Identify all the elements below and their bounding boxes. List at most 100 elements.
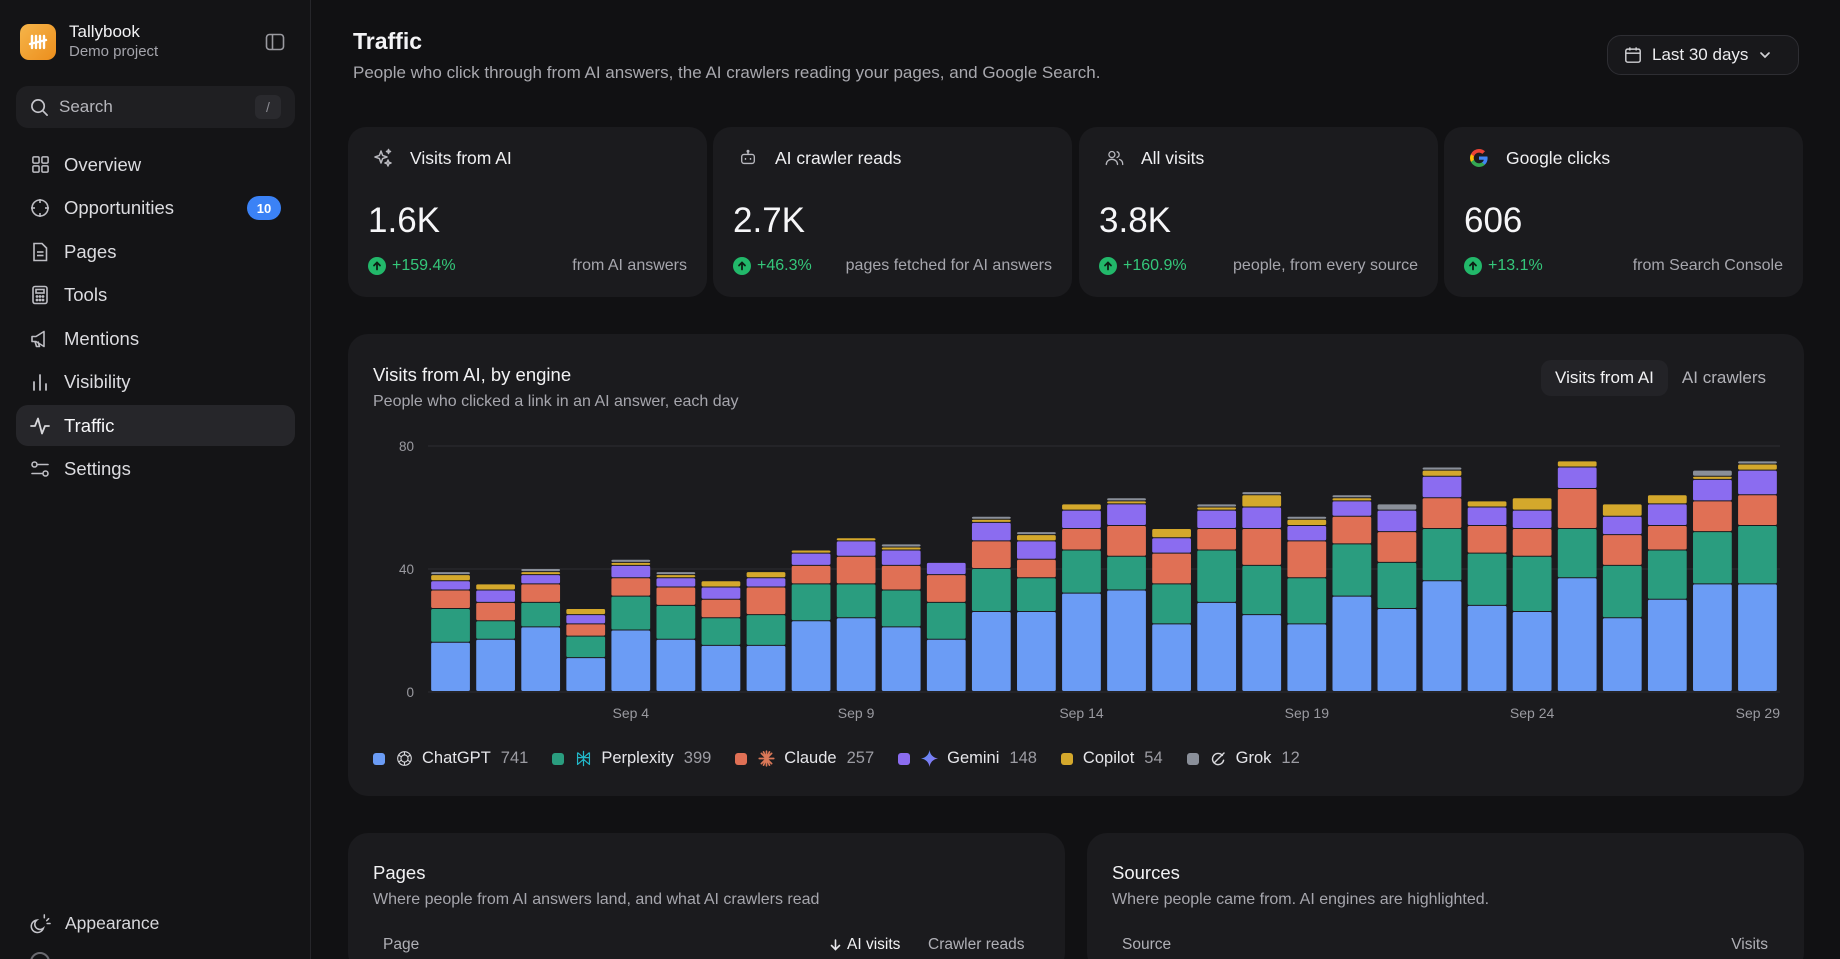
chart-title: Visits from AI, by engine (373, 364, 572, 385)
bar-segment-claude (431, 590, 470, 608)
bar-segment-perplexity (1332, 544, 1372, 596)
bar-segment-gemini (701, 587, 741, 599)
column-header-visits[interactable]: Visits (1731, 936, 1768, 953)
sidebar-item-pages[interactable]: Pages (16, 231, 295, 272)
x-tick-label: Sep 4 (613, 705, 650, 721)
column-header-source[interactable]: Source (1122, 936, 1172, 953)
column-header-ai-visits[interactable]: AI visits (830, 936, 900, 954)
tab-ai-crawlers[interactable]: AI crawlers (1681, 368, 1766, 387)
chevron-down-icon (1758, 48, 1772, 62)
account-avatar[interactable] (30, 952, 50, 959)
project-switcher[interactable]: Tallybook Demo project (20, 22, 158, 62)
bar-segment-claude (881, 565, 921, 590)
kpi-card-crawler-reads: AI crawler reads 2.7K +46.3% pages fetch… (713, 127, 1072, 297)
bar-segment-claude (1062, 529, 1101, 550)
bar-segment-grok (971, 516, 1011, 519)
bar-segment-gemini (431, 581, 470, 590)
legend-item-gemini[interactable]: Gemini 148 (898, 749, 1037, 768)
pages-subtitle: Where people from AI answers land, and w… (373, 891, 820, 908)
bar-segment-chatgpt (1693, 584, 1732, 692)
appearance-button[interactable]: Appearance (30, 913, 159, 934)
gemini-icon (920, 750, 938, 768)
bar-segment-claude (746, 587, 786, 615)
google-icon (1468, 147, 1490, 169)
bar-segment-gemini (1557, 467, 1597, 489)
bar-segment-chatgpt (1287, 624, 1327, 691)
sidebar-item-overview[interactable]: Overview (16, 144, 295, 185)
tab-visits-from-ai[interactable]: Visits from AI (1541, 360, 1668, 396)
bar-segment-grok (1107, 498, 1146, 501)
bar-segment-gemini (1467, 507, 1507, 525)
bar-segment-chatgpt (1197, 602, 1237, 691)
bar-segment-perplexity (521, 602, 561, 627)
x-tick-label: Sep 9 (838, 705, 875, 721)
bar-segment-claude (1287, 541, 1327, 578)
bar-segment-chatgpt (1062, 593, 1101, 691)
legend-item-perplexity[interactable]: Perplexity 399 (552, 749, 711, 768)
kpi-card-ai-visits: Visits from AI 1.6K +159.4% from AI answ… (348, 127, 707, 297)
sidebar-item-visibility[interactable]: Visibility (16, 362, 295, 403)
bar-segment-gemini (656, 578, 696, 587)
bar-segment-copilot (476, 584, 515, 590)
bar-segment-chatgpt (431, 642, 470, 691)
opportunities-count-badge: 10 (247, 196, 281, 220)
sidebar-item-label: Visibility (64, 371, 131, 392)
bar-segment-chatgpt (1512, 612, 1552, 691)
kpi-delta: +159.4% (392, 257, 456, 274)
bar-segment-grok (611, 559, 651, 562)
chart-subtitle: People who clicked a link in an AI answe… (373, 393, 739, 410)
legend-name: ChatGPT (422, 749, 491, 767)
bar-segment-copilot (881, 547, 921, 550)
sidebar-item-tools[interactable]: Tools (16, 275, 295, 316)
kpi-note: from AI answers (572, 257, 687, 274)
legend-name: Gemini (947, 749, 1000, 767)
pages-title: Pages (373, 862, 426, 883)
sidebar-toggle-icon[interactable] (262, 30, 288, 54)
bar-segment-grok (1422, 467, 1462, 470)
sidebar-item-label: Mentions (64, 327, 140, 349)
bar-segment-gemini (1062, 510, 1101, 529)
legend-item-claude[interactable]: Claude 257 (735, 749, 874, 768)
legend-item-grok[interactable]: Grok 12 (1186, 749, 1300, 768)
page-title: Traffic (353, 28, 423, 54)
sidebar-item-traffic[interactable]: Traffic (16, 405, 295, 446)
bar-segment-perplexity (971, 569, 1011, 612)
bar-segment-claude (791, 565, 831, 584)
bar-segment-copilot (1512, 498, 1552, 510)
bar-segment-perplexity (1557, 529, 1597, 578)
bar-segment-gemini (1287, 525, 1327, 541)
bar-segment-claude (1647, 525, 1687, 550)
bar-segment-gemini (881, 550, 921, 565)
search-icon (30, 98, 49, 117)
date-range-select[interactable]: Last 30 days (1607, 35, 1799, 75)
legend-item-copilot[interactable]: Copilot 54 (1060, 749, 1163, 768)
sidebar-item-mentions[interactable]: Mentions (16, 318, 295, 359)
bar-segment-chatgpt (1152, 624, 1191, 691)
search-input[interactable]: Search / (16, 86, 295, 128)
bar-segment-gemini (1647, 504, 1687, 525)
bar-segment-claude (1377, 532, 1417, 562)
stacked-bar-chart: 0 40 80 Sep 4 Sep 9 Sep 14 Sep 19 Sep 24 Sep 29 (399, 439, 1780, 721)
arrow-up-icon (368, 257, 386, 275)
bar-segment-claude (566, 624, 606, 636)
bar-segment-perplexity (611, 596, 651, 630)
bar-segment-perplexity (1107, 556, 1146, 590)
sidebar-item-settings[interactable]: Settings (16, 449, 295, 490)
column-header-page[interactable]: Page (383, 936, 420, 953)
arrow-down-icon (830, 939, 841, 951)
legend-total: 148 (1009, 749, 1037, 767)
bar-segment-gemini (1017, 541, 1056, 559)
legend-item-chatgpt[interactable]: ChatGPT 741 (373, 749, 528, 768)
legend-swatch (735, 752, 748, 765)
bar-segment-perplexity (476, 621, 515, 639)
kpi-value: 1.6K (368, 201, 440, 240)
bar-segment-chatgpt (1107, 590, 1146, 691)
sidebar-item-opportunities[interactable]: Opportunities 10 (16, 188, 295, 229)
legend-total: 54 (1144, 749, 1163, 767)
bar-segment-copilot (656, 575, 696, 578)
bar-segment-copilot (1738, 464, 1777, 470)
column-header-crawler-reads[interactable]: Crawler reads (928, 936, 1025, 953)
bar-segment-copilot (1602, 504, 1642, 516)
bar-segment-perplexity (926, 602, 966, 639)
bar-segment-gemini (1107, 504, 1146, 525)
